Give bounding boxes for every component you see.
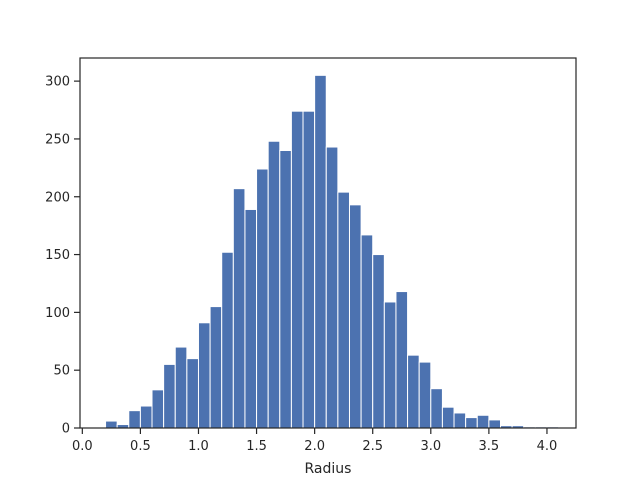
x-tick-label: 1.5 (246, 439, 267, 454)
histogram-bar (151, 389, 165, 429)
histogram-bar (325, 146, 339, 429)
x-tick-label: 0.5 (130, 439, 151, 454)
histogram-bar (441, 406, 455, 429)
y-tick-label: 250 (45, 132, 70, 147)
histogram-bar (221, 251, 234, 429)
histogram-bar (314, 74, 327, 429)
y-tick-label: 200 (45, 190, 70, 205)
histogram-bar (488, 419, 501, 429)
histogram-bar (453, 412, 467, 429)
histogram-bar (418, 361, 432, 429)
x-tick-label: 2.5 (362, 439, 383, 454)
x-axis-label: Radius (305, 461, 352, 477)
x-tick-label: 3.5 (479, 439, 500, 454)
y-tick-label: 50 (53, 364, 70, 379)
histogram-bar (290, 110, 304, 429)
histogram-bar (372, 254, 385, 429)
histogram-bar (209, 306, 223, 429)
histogram-bar (383, 301, 397, 429)
x-axis-ticks: 0.0 0.5 1.0 1.5 2.0 2.5 3.0 3.5 4.0 (72, 428, 557, 454)
y-tick-label: 100 (45, 306, 70, 321)
histogram-bar (348, 204, 362, 429)
x-tick-label: 3.0 (420, 439, 441, 454)
histogram-bar (267, 140, 281, 429)
histogram-bar (197, 322, 211, 429)
histogram-bar (174, 346, 188, 429)
x-tick-label: 4.0 (537, 439, 558, 454)
y-tick-label: 0 (62, 422, 70, 437)
histogram-bars (105, 74, 560, 429)
histogram-bar (476, 414, 490, 429)
y-tick-label: 300 (45, 75, 70, 90)
histogram-bar (430, 388, 443, 429)
histogram-bar (139, 405, 153, 429)
histogram-bar (105, 420, 118, 429)
histogram-bar (407, 354, 420, 429)
histogram-bar (128, 410, 141, 429)
histogram-bar (395, 291, 409, 429)
histogram-bar (163, 363, 176, 429)
y-tick-label: 150 (45, 248, 70, 263)
histogram-bar (244, 208, 258, 429)
x-tick-label: 0.0 (72, 439, 93, 454)
x-tick-label: 2.0 (304, 439, 325, 454)
histogram-bar (360, 234, 374, 429)
histogram-bar (337, 191, 350, 429)
histogram-bar (465, 417, 478, 429)
histogram-bar (256, 168, 269, 429)
plot-frame (79, 57, 577, 429)
y-axis-ticks: 0 50 100 150 200 250 300 (45, 75, 80, 437)
histogram-bar (186, 358, 199, 429)
histogram-bar (302, 110, 316, 429)
x-tick-label: 1.0 (188, 439, 209, 454)
histogram-bar (279, 150, 292, 429)
histogram-bar (232, 188, 246, 429)
